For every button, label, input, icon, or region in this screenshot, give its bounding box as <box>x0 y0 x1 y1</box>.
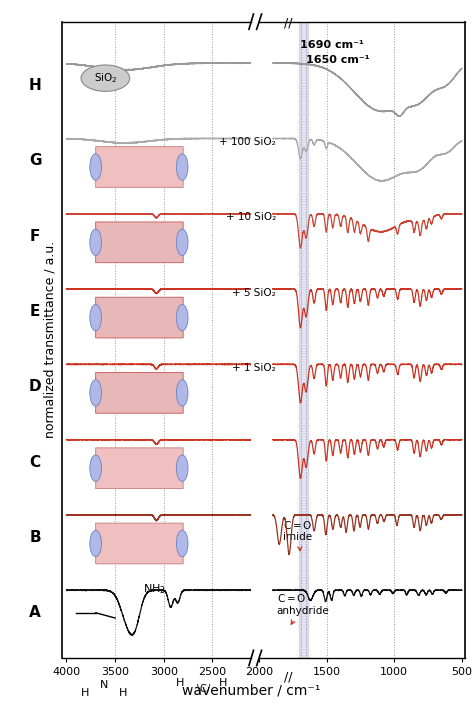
Ellipse shape <box>176 455 188 482</box>
Ellipse shape <box>90 154 101 180</box>
Text: //: // <box>284 670 292 683</box>
Text: 1690 cm⁻¹: 1690 cm⁻¹ <box>300 40 364 50</box>
Text: G: G <box>29 153 41 168</box>
FancyBboxPatch shape <box>96 523 183 564</box>
FancyBboxPatch shape <box>96 372 183 414</box>
Text: + 10 SiO₂: + 10 SiO₂ <box>226 213 276 223</box>
FancyBboxPatch shape <box>96 448 183 489</box>
Text: H: H <box>119 688 128 698</box>
Text: E: E <box>30 304 40 319</box>
Ellipse shape <box>176 229 188 255</box>
Text: C: C <box>29 455 41 470</box>
Text: $\mathregular{\backslash}$C$\mathregular{/}$: $\mathregular{\backslash}$C$\mathregular… <box>196 682 211 695</box>
Text: N: N <box>100 680 109 690</box>
Ellipse shape <box>176 530 188 557</box>
FancyBboxPatch shape <box>96 147 183 187</box>
Text: H: H <box>81 688 90 698</box>
Text: + 100 SiO₂: + 100 SiO₂ <box>219 137 276 147</box>
Text: D: D <box>29 380 41 394</box>
Text: C$\mathregular{=}$O
imide: C$\mathregular{=}$O imide <box>283 518 313 551</box>
Text: 1650 cm⁻¹: 1650 cm⁻¹ <box>306 55 370 64</box>
Ellipse shape <box>176 380 188 406</box>
Text: + 1 SiO₂: + 1 SiO₂ <box>232 363 276 373</box>
Bar <box>299 22 308 658</box>
Ellipse shape <box>90 455 101 482</box>
Ellipse shape <box>90 530 101 557</box>
Text: B: B <box>29 530 41 545</box>
FancyBboxPatch shape <box>96 222 183 262</box>
Text: C$\mathregular{=}$O
anhydride: C$\mathregular{=}$O anhydride <box>277 592 329 625</box>
Text: F: F <box>30 228 40 244</box>
Text: A: A <box>29 605 41 620</box>
Text: //: // <box>284 17 292 30</box>
Ellipse shape <box>81 65 130 91</box>
Ellipse shape <box>176 154 188 180</box>
Ellipse shape <box>90 380 101 406</box>
Text: H: H <box>176 678 184 688</box>
Text: wavenumber / cm⁻¹: wavenumber / cm⁻¹ <box>182 684 320 698</box>
Y-axis label: normalized transmittance / a.u.: normalized transmittance / a.u. <box>43 241 56 438</box>
Text: H: H <box>219 678 227 688</box>
Text: $\mathregular{NH_2}$: $\mathregular{NH_2}$ <box>143 583 165 596</box>
Ellipse shape <box>90 229 101 255</box>
Text: $\mathregular{SiO_2}$: $\mathregular{SiO_2}$ <box>93 72 117 85</box>
Ellipse shape <box>90 304 101 331</box>
Ellipse shape <box>176 304 188 331</box>
Text: H: H <box>29 78 41 93</box>
Text: + 5 SiO₂: + 5 SiO₂ <box>232 288 276 298</box>
FancyBboxPatch shape <box>96 297 183 338</box>
